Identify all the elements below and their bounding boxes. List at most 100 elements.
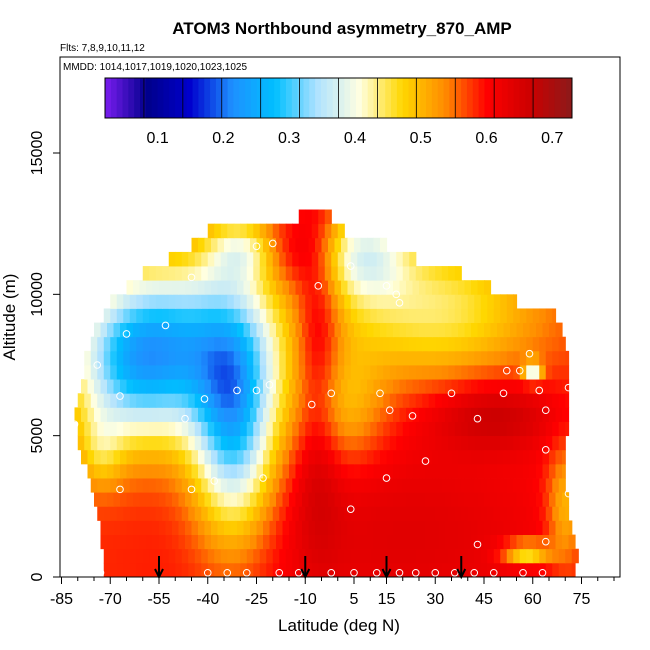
heat-cell: [389, 435, 397, 451]
heat-cell: [497, 463, 505, 479]
heat-cell: [282, 237, 290, 253]
heat-cell: [441, 562, 449, 577]
heat-cell: [562, 463, 566, 479]
heat-cell: [441, 350, 449, 366]
heat-cell: [87, 449, 95, 465]
heat-cell: [497, 407, 505, 422]
heat-cell: [263, 322, 271, 338]
heat-cell: [269, 520, 277, 535]
heat-cell: [276, 520, 284, 535]
heat-cell: [302, 237, 310, 253]
heat-cell: [500, 308, 508, 323]
heat-cell: [506, 393, 514, 408]
heat-cell: [279, 478, 287, 493]
heat-cell: [289, 280, 297, 295]
heat-cell: [526, 562, 534, 577]
heat-cell: [357, 251, 365, 267]
heat-cell: [350, 393, 358, 408]
heat-cell: [308, 492, 316, 507]
heat-cell: [207, 548, 215, 564]
heat-cell: [136, 478, 144, 493]
heat-cell: [162, 506, 170, 521]
heat-cell: [471, 407, 479, 422]
heat-cell: [256, 407, 264, 422]
heat-cell: [341, 379, 349, 394]
heat-cell: [328, 520, 336, 535]
heat-cell: [311, 336, 319, 352]
heat-cell: [162, 266, 170, 281]
heat-cell: [344, 435, 352, 451]
heat-cell: [487, 308, 495, 323]
sample-point: [411, 568, 420, 577]
heat-cell: [168, 365, 176, 380]
heat-cell: [454, 365, 462, 380]
heat-cell: [383, 365, 391, 380]
heat-cell: [107, 520, 115, 535]
heat-cell: [146, 280, 154, 295]
heat-cell: [445, 534, 453, 550]
heat-cell: [191, 520, 199, 535]
sample-point: [499, 389, 508, 398]
heat-cell: [133, 379, 141, 394]
heat-cell: [129, 393, 137, 408]
heat-cell: [116, 562, 124, 577]
heat-cell: [331, 421, 339, 437]
heat-cell: [240, 421, 248, 437]
heat-cell: [464, 379, 472, 394]
heat-cell: [272, 251, 280, 267]
heat-cell: [448, 506, 456, 521]
heat-cell: [513, 350, 521, 366]
heat-cell: [253, 266, 261, 281]
heat-cell: [305, 350, 313, 366]
heat-cell: [113, 449, 121, 465]
heat-cell: [350, 421, 358, 437]
heat-cell: [129, 478, 137, 493]
heat-cell: [149, 478, 157, 493]
heat-cell: [396, 336, 404, 352]
heat-cell: [409, 365, 417, 380]
heat-cell: [155, 421, 163, 437]
heat-cell: [110, 435, 118, 451]
sample-point: [116, 392, 124, 400]
heat-cell: [178, 520, 186, 535]
heat-cell: [383, 266, 391, 281]
heat-cell: [493, 350, 501, 366]
heat-cell: [484, 407, 492, 422]
heat-cell: [201, 393, 209, 408]
heat-cell: [532, 548, 540, 564]
x-tick-label: -40: [196, 591, 219, 608]
sample-point: [395, 568, 404, 577]
heat-cell: [432, 534, 440, 550]
heat-cell: [438, 492, 446, 507]
heat-cell: [545, 548, 553, 564]
heat-cell: [324, 365, 332, 380]
heat-cell: [373, 322, 381, 338]
colorbar-tick-label: 0.3: [278, 130, 300, 147]
heat-cell: [230, 534, 238, 550]
heat-cell: [224, 463, 232, 479]
heat-cell: [461, 294, 469, 309]
heat-cell: [302, 492, 310, 507]
heat-cell: [159, 492, 167, 507]
heat-cell: [289, 379, 297, 394]
colorbar-segment: [379, 78, 386, 118]
heat-cell: [464, 463, 472, 479]
heat-cell: [139, 379, 147, 394]
heat-cell: [217, 407, 225, 422]
heat-cell: [555, 379, 563, 394]
heat-cell: [285, 266, 293, 281]
colorbar-segment: [309, 78, 316, 118]
heat-cell: [321, 520, 329, 535]
heat-cell: [159, 322, 167, 338]
heat-cell: [84, 421, 92, 437]
heat-cell: [311, 308, 319, 323]
heat-cell: [100, 449, 108, 465]
heat-cell: [435, 562, 443, 577]
heat-cell: [305, 393, 313, 408]
heat-cell: [386, 492, 394, 507]
heat-cell: [204, 520, 212, 535]
heat-cell: [133, 449, 141, 465]
heat-cell: [328, 280, 336, 295]
colorbar-segment: [256, 78, 264, 118]
heat-cell: [458, 492, 466, 507]
